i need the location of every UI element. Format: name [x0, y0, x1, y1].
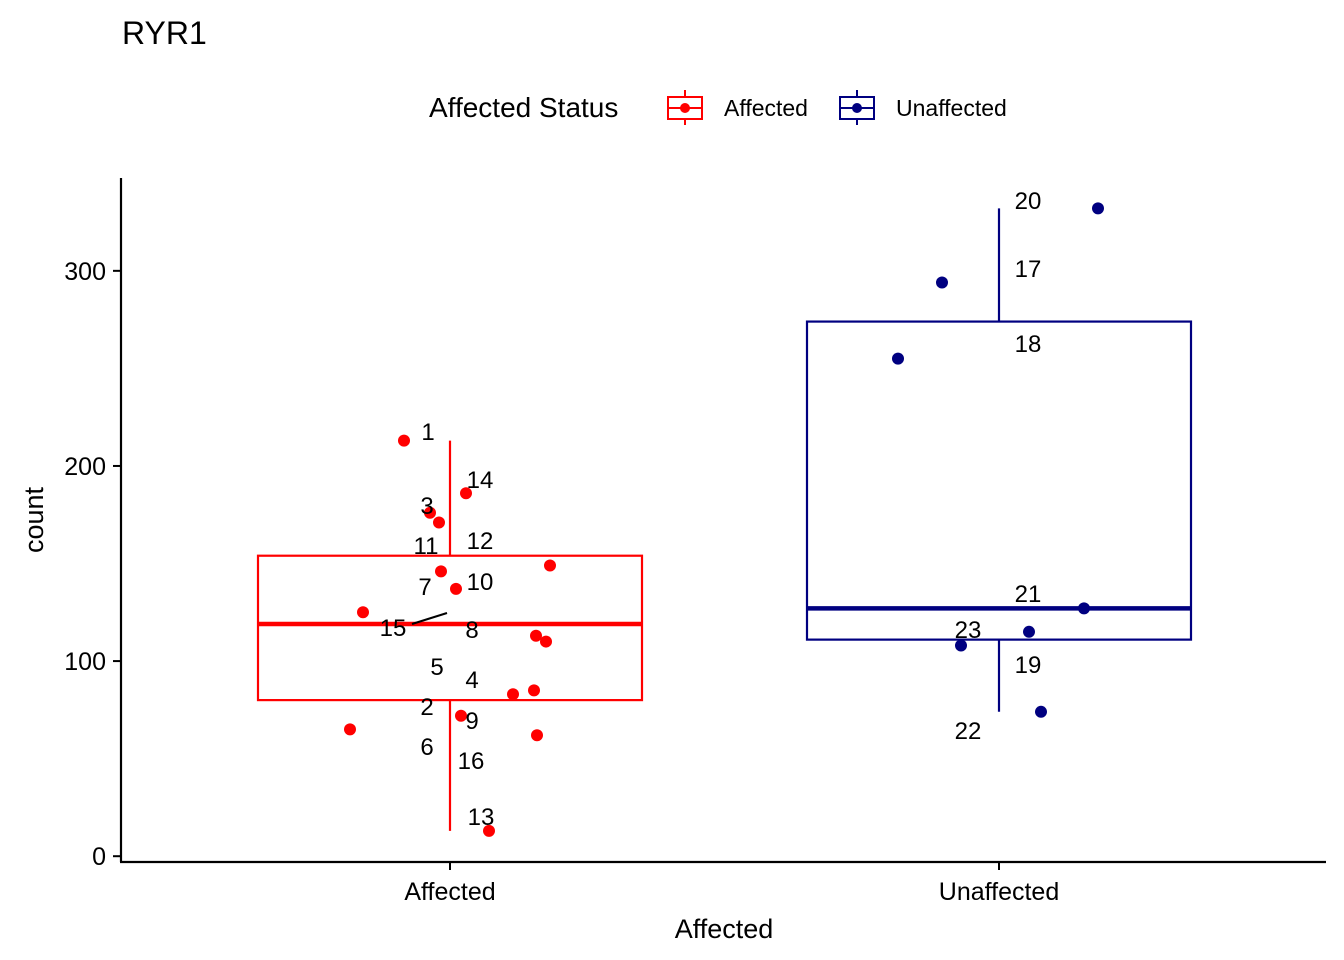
data-point-2	[455, 709, 467, 722]
data-point-8	[530, 629, 542, 642]
point-label-21: 21	[1015, 581, 1042, 608]
y-axis-title: count	[19, 486, 49, 553]
legend-title: Affected Status	[429, 92, 618, 123]
data-point-16	[540, 635, 552, 648]
point-label-12: 12	[467, 528, 494, 555]
x-axis-ticks: Affected Unaffected	[404, 862, 1059, 906]
point-label-8: 8	[465, 617, 478, 644]
point-label-4: 4	[465, 667, 478, 694]
data-point-21	[1078, 602, 1090, 615]
legend-key-point	[852, 103, 862, 113]
point-label-5: 5	[430, 654, 443, 681]
point-label-20: 20	[1015, 188, 1042, 215]
y-tick-label: 0	[92, 843, 106, 871]
label-leader-15	[411, 612, 448, 625]
y-tick-label: 200	[64, 453, 106, 481]
point-label-17: 17	[1015, 256, 1042, 283]
point-label-16: 16	[458, 748, 485, 775]
data-point-10	[544, 559, 556, 572]
data-point-4	[528, 684, 540, 697]
y-axis-ticks: 0 100 200 300	[64, 258, 121, 871]
data-point-12	[435, 565, 447, 578]
data-point-19	[1023, 625, 1035, 638]
point-label-10: 10	[467, 569, 494, 596]
y-tick-label: 100	[64, 648, 106, 676]
point-label-14: 14	[467, 467, 494, 494]
legend-entry-unaffected: Unaffected	[839, 90, 1007, 125]
x-tick-label: Affected	[404, 878, 495, 906]
legend-key-point	[680, 103, 690, 113]
data-point-6	[344, 723, 356, 736]
point-label-1: 1	[421, 419, 434, 446]
legend-entry-affected: Affected	[667, 90, 808, 125]
data-point-22	[1035, 705, 1047, 718]
point-label-23: 23	[955, 617, 982, 644]
box-iqr	[805, 320, 1193, 641]
point-label-19: 19	[1015, 652, 1042, 679]
point-label-13: 13	[468, 804, 495, 831]
data-point-20	[1092, 202, 1104, 215]
data-point-7	[450, 582, 462, 595]
data-point-23	[955, 639, 967, 652]
box-affected	[256, 440, 644, 831]
legend-label: Affected	[724, 95, 808, 121]
data-point-13	[483, 824, 495, 837]
point-label-22: 22	[955, 718, 982, 745]
data-point-11	[433, 516, 445, 529]
box-iqr	[256, 554, 644, 702]
data-point-18	[892, 352, 904, 365]
data-point-14	[460, 487, 472, 500]
data-point-5	[507, 688, 519, 701]
point-label-15: 15	[380, 615, 407, 642]
data-point-9	[531, 729, 543, 742]
y-tick-label: 300	[64, 258, 106, 286]
x-tick-label: Unaffected	[939, 878, 1059, 906]
data-point-15	[357, 606, 369, 619]
legend: Affected Status Affected Unaffected	[429, 90, 1007, 125]
point-label-2: 2	[420, 694, 433, 721]
point-label-11: 11	[414, 533, 439, 560]
data-point-17	[936, 276, 948, 289]
chart-title: RYR1	[122, 15, 207, 51]
x-axis-title: Affected	[675, 914, 774, 944]
point-label-9: 9	[465, 708, 478, 735]
data-point-1	[398, 434, 410, 447]
point-label-3: 3	[420, 493, 433, 520]
point-label-6: 6	[420, 734, 433, 761]
point-label-18: 18	[1015, 331, 1042, 358]
point-label-7: 7	[418, 574, 431, 601]
legend-label: Unaffected	[896, 95, 1007, 121]
box-unaffected	[805, 208, 1193, 712]
data-point-3	[424, 506, 436, 519]
